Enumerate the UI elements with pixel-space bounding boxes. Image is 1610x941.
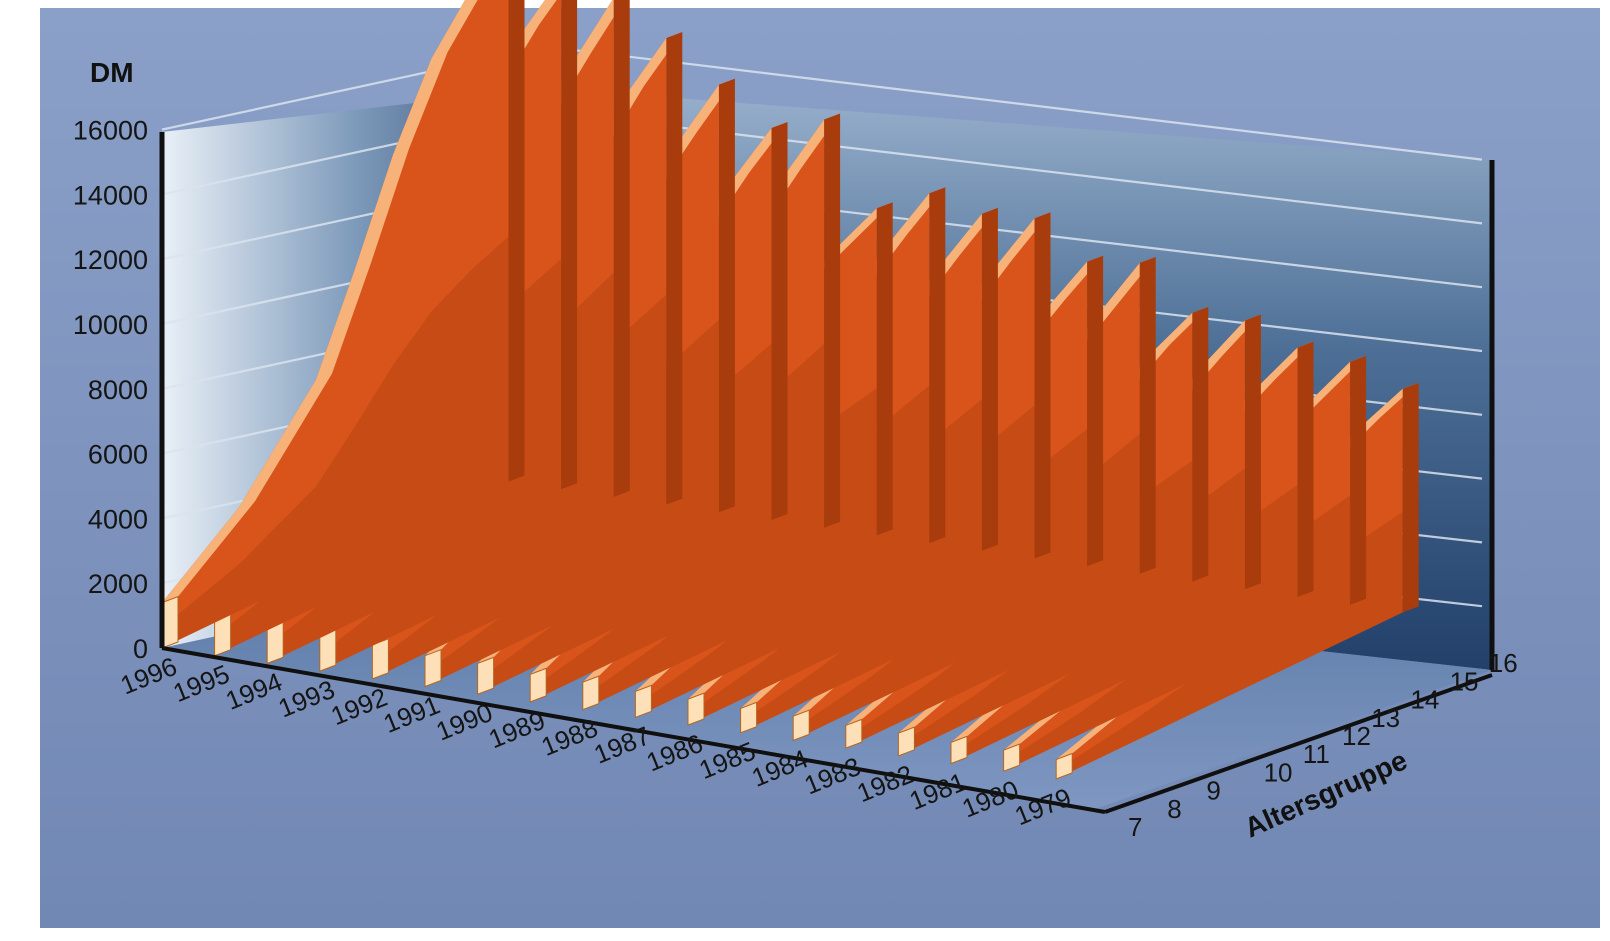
y-tick-label: 14000 [73,180,148,210]
ribbon-front-cap [424,648,442,688]
ribbon-end [613,0,630,497]
ribbon-end [508,0,525,482]
ribbon-end [1297,341,1314,597]
ribbon-end [1350,355,1367,605]
ribbon-front-cap [582,675,600,711]
age-label: 11 [1303,739,1330,769]
ribbon-front-cap [845,718,863,749]
ribbon-end [1034,212,1051,559]
ribbon-end [1244,314,1261,590]
age-label: 12 [1342,721,1371,751]
ribbon-end [718,78,735,513]
y-tick-label: 8000 [88,375,148,405]
y-tick-label: 12000 [73,245,148,275]
y-tick-label: 4000 [88,504,148,534]
y-tick-label: 2000 [88,569,148,599]
ribbon-end [771,122,788,520]
ribbon-front-cap [687,692,705,726]
ribbon-end [1402,382,1419,613]
y-tick-label: 10000 [73,310,148,340]
age-label: 10 [1264,757,1293,787]
age-label: 7 [1128,812,1142,842]
y-tick-label: 6000 [88,440,148,470]
ribbon-front-cap [950,735,968,765]
ribbon-front-cap [897,726,915,757]
y-tick-label: 16000 [73,116,148,146]
ribbon-front-cap [477,656,495,695]
ribbon-end [1139,256,1156,574]
ribbon-series [161,0,1419,780]
ribbon-front-cap [634,684,652,719]
chart-axes [159,132,1495,814]
ribbon-end [1192,306,1209,582]
ribbon-end [824,113,841,528]
ribbon-side [162,0,509,648]
ribbon-front-cap [740,701,758,734]
age-label: 14 [1410,685,1439,715]
age-label: 8 [1167,794,1181,824]
ribbon-end [666,32,683,505]
age-label: 9 [1206,776,1220,806]
ribbon-top [162,0,478,603]
ribbon-end [981,207,998,551]
ribbon-end [1087,255,1104,567]
ribbon-front-cap [529,667,547,703]
y-tick-label: 0 [133,634,148,664]
ribbon-end [561,0,578,490]
ribbon-1996 [161,0,525,649]
age-label: 16 [1489,648,1518,678]
age-label: 13 [1371,703,1400,733]
ribbon-end [929,187,946,544]
x-axis-line [161,646,1106,814]
age-label: 15 [1450,666,1479,696]
ribbon-end [876,202,893,536]
ribbon-shade [162,236,509,648]
ribbon-front-cap [792,709,810,742]
z-axis-line [1104,673,1493,814]
ribbon-front-cap [1003,743,1021,772]
y-axis-title: DM [90,57,134,88]
ribbon-front-cap [371,638,389,680]
ribbon-front-cap [1055,752,1073,780]
